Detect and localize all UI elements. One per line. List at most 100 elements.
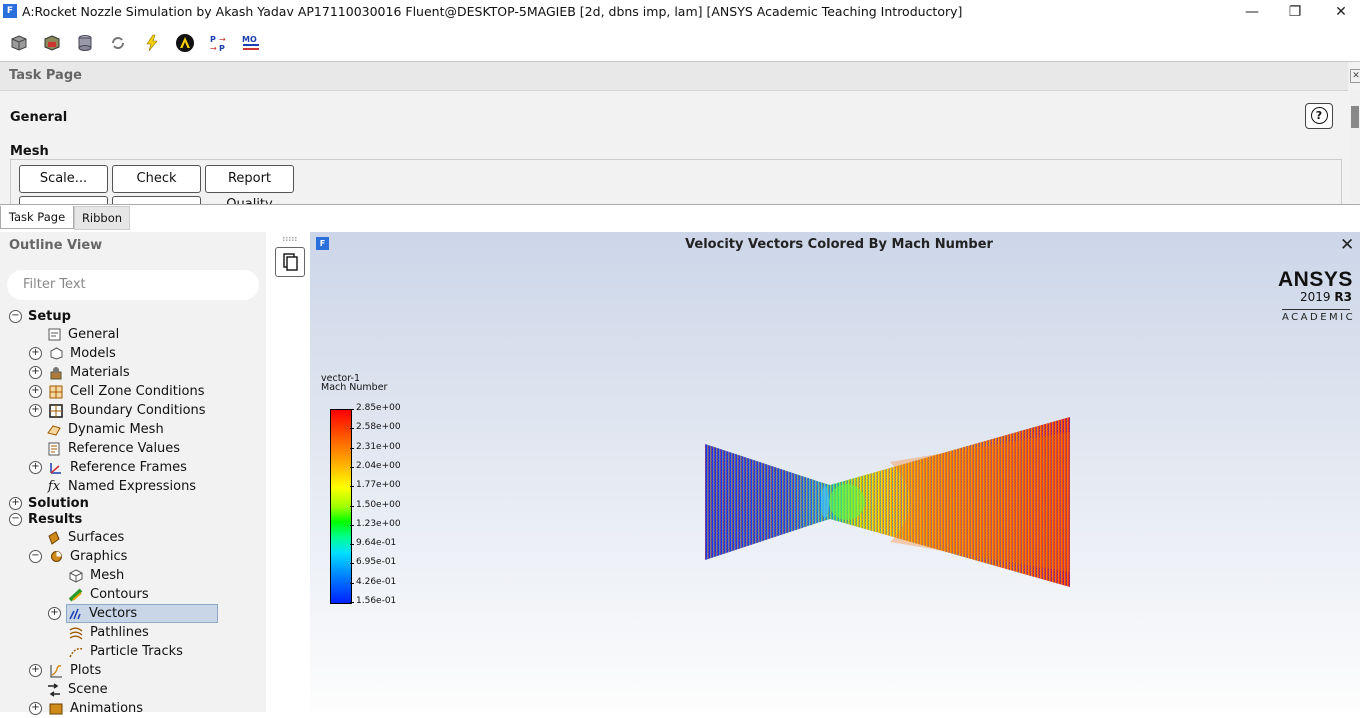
cylinder-icon[interactable] xyxy=(74,32,96,54)
collapse-icon[interactable]: − xyxy=(29,550,42,563)
expand-icon[interactable]: + xyxy=(48,607,61,620)
collapse-icon[interactable]: − xyxy=(9,513,22,526)
tree-item-vectors[interactable]: + Vectors xyxy=(48,604,137,623)
expand-icon[interactable]: + xyxy=(29,347,42,360)
tree-item-setup[interactable]: − Setup xyxy=(9,307,71,326)
colorbar-tick-mark xyxy=(350,409,354,410)
colorbar-tick-label: 1.77e+00 xyxy=(356,480,401,491)
report-quality-button[interactable]: Report Quality xyxy=(205,165,294,212)
parameters-icon[interactable]: P → → P xyxy=(207,32,229,54)
models-icon xyxy=(48,346,64,362)
expand-icon[interactable]: + xyxy=(29,366,42,379)
graphics-icon xyxy=(48,549,64,565)
expand-icon[interactable]: + xyxy=(29,385,42,398)
nozzle-vector-field xyxy=(705,417,1070,587)
tree-item-reference-frames[interactable]: + Reference Frames xyxy=(29,458,187,477)
expand-icon[interactable]: + xyxy=(29,404,42,417)
expand-icon[interactable]: + xyxy=(29,702,42,715)
colorbar-tick-mark xyxy=(350,602,354,603)
tree-item-solution[interactable]: + Solution xyxy=(9,494,89,513)
tree-item-general[interactable]: General xyxy=(46,325,119,344)
tree-item-reference-values[interactable]: Reference Values xyxy=(46,439,180,458)
tree-item-animations[interactable]: + Animations xyxy=(29,699,143,718)
case-data-icon[interactable] xyxy=(41,32,63,54)
tree-item-boundary[interactable]: + Boundary Conditions xyxy=(29,401,206,420)
mesh-cube-icon[interactable] xyxy=(8,32,30,54)
mode-icon[interactable]: MO xyxy=(240,32,262,54)
tree-item-results[interactable]: − Results xyxy=(9,510,82,529)
mesh-group-box xyxy=(10,159,1342,206)
graphics-close-button[interactable]: ✕ xyxy=(1340,235,1355,255)
tab-ribbon[interactable]: Ribbon xyxy=(74,206,130,230)
filter-placeholder: Filter Text xyxy=(23,277,86,292)
graphics-window[interactable]: Velocity Vectors Colored By Mach Number … xyxy=(310,232,1360,712)
fluent-launch-icon[interactable] xyxy=(174,32,196,54)
refresh-icon[interactable] xyxy=(107,32,129,54)
materials-icon xyxy=(48,365,64,381)
minimize-button[interactable]: — xyxy=(1245,4,1259,20)
maximize-button[interactable]: ❐ xyxy=(1288,4,1302,20)
svg-text:→: → xyxy=(210,44,217,52)
tree-item-mesh[interactable]: Mesh xyxy=(68,566,124,585)
window-title: A:Rocket Nozzle Simulation by Akash Yada… xyxy=(22,4,963,19)
legend-variable: Mach Number xyxy=(321,382,388,393)
task-page-scrollbar[interactable] xyxy=(1350,90,1360,202)
plots-icon xyxy=(48,663,64,679)
copy-window-button[interactable] xyxy=(275,247,305,277)
tree-item-materials[interactable]: + Materials xyxy=(29,363,130,382)
expand-icon[interactable]: + xyxy=(9,497,22,510)
ansys-logo: ANSYS xyxy=(1278,268,1353,291)
collapse-icon[interactable]: − xyxy=(9,310,22,323)
help-button[interactable]: ? xyxy=(1305,103,1333,129)
tab-task-page[interactable]: Task Page xyxy=(0,206,74,229)
task-page-scroll-thumb[interactable] xyxy=(1351,106,1359,128)
reference-values-icon xyxy=(46,441,62,457)
reference-frames-icon xyxy=(48,460,64,476)
copy-icon xyxy=(283,253,298,271)
colorbar-tick-mark xyxy=(350,505,354,507)
tree-item-particle-tracks[interactable]: Particle Tracks xyxy=(68,642,183,661)
drag-grip-icon[interactable] xyxy=(283,236,297,241)
hidden-button-partial[interactable] xyxy=(19,196,108,205)
scale-button[interactable]: Scale... xyxy=(19,165,108,193)
expansion-region xyxy=(890,432,1070,572)
colorbar-tick-label: 1.56e-01 xyxy=(356,596,397,606)
svg-text:P: P xyxy=(210,35,216,44)
toolbar: P → → P MO xyxy=(0,24,1360,60)
colorbar-tick-label: 4.26e-01 xyxy=(356,576,397,587)
mach-colorbar xyxy=(330,409,352,604)
tree-item-pathlines[interactable]: Pathlines xyxy=(68,623,149,642)
close-window-button[interactable]: ✕ xyxy=(1335,4,1347,20)
mesh-icon xyxy=(68,568,84,584)
tree-item-plots[interactable]: + Plots xyxy=(29,661,101,680)
colorbar-tick-label: 1.50e+00 xyxy=(356,499,401,510)
tree-item-named-expressions[interactable]: fx Named Expressions xyxy=(47,479,197,494)
svg-text:MO: MO xyxy=(242,35,257,44)
expand-icon[interactable]: + xyxy=(29,461,42,474)
check-button[interactable]: Check xyxy=(112,165,201,193)
cell-zone-icon xyxy=(48,384,64,400)
fluent-app-icon: F xyxy=(3,4,17,18)
vectors-icon xyxy=(67,606,83,622)
tree-item-contours[interactable]: Contours xyxy=(68,585,149,604)
tree-item-models[interactable]: + Models xyxy=(29,344,116,363)
task-page-close-icon[interactable]: ✕ xyxy=(1350,69,1360,83)
boundary-icon xyxy=(48,403,64,419)
lightning-icon[interactable] xyxy=(141,32,163,54)
ansys-edition: ACADEMIC xyxy=(1282,312,1356,323)
outline-view: Outline View Filter Text − Setup General … xyxy=(0,232,266,716)
tree-item-dynamic-mesh[interactable]: Dynamic Mesh xyxy=(46,420,164,439)
general-section-title: General xyxy=(10,110,68,125)
tree-item-graphics[interactable]: − Graphics xyxy=(29,547,127,566)
expand-icon[interactable]: + xyxy=(29,664,42,677)
filter-input[interactable]: Filter Text xyxy=(7,270,259,300)
hidden-button-partial[interactable] xyxy=(112,196,201,205)
tree-item-cell-zone[interactable]: + Cell Zone Conditions xyxy=(29,382,204,401)
ansys-version: 2019 R3 xyxy=(1300,290,1352,304)
colorbar-tick-label: 2.31e+00 xyxy=(356,441,401,452)
colorbar-tick-mark xyxy=(350,582,354,584)
tree-item-scene[interactable]: Scene xyxy=(46,680,108,699)
help-icon: ? xyxy=(1310,107,1328,124)
tree-item-surfaces[interactable]: Surfaces xyxy=(46,528,124,547)
selection-highlight xyxy=(66,604,218,623)
